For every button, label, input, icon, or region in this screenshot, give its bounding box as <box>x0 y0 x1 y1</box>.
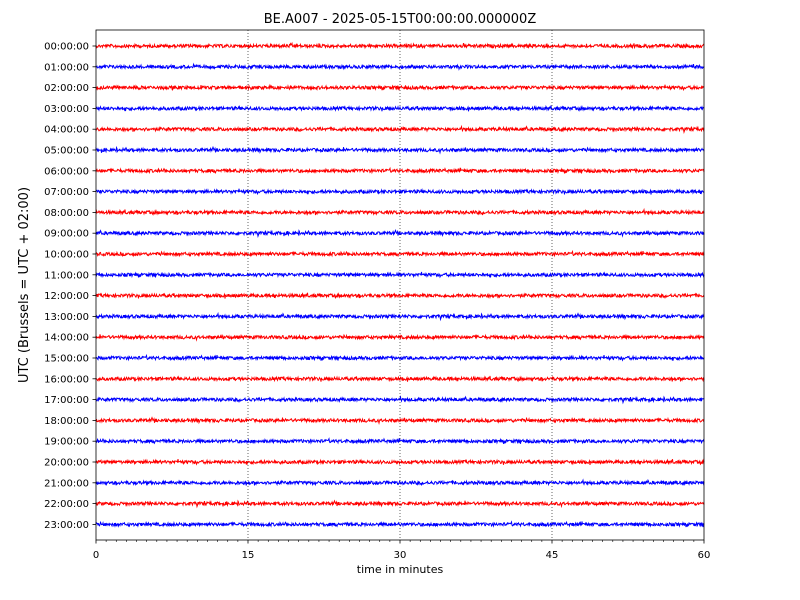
x-axis-label: time in minutes <box>357 563 444 576</box>
y-tick-label: 02:00:00 <box>44 83 89 94</box>
trace-16-00-00 <box>95 375 705 383</box>
trace-06-00-00 <box>95 166 705 175</box>
trace-07-00-00 <box>95 188 705 196</box>
trace-21-00-00 <box>95 478 705 487</box>
x-tick-label: 15 <box>242 550 255 561</box>
traces-group <box>95 41 705 528</box>
y-tick-label: 23:00:00 <box>44 520 89 531</box>
y-tick-label: 10:00:00 <box>44 250 89 261</box>
trace-10-00-00 <box>95 249 705 258</box>
y-tick-label: 01:00:00 <box>44 62 89 73</box>
x-axis-ticks: 0 15 30 45 60 <box>93 540 711 561</box>
x-tick-label: 60 <box>698 550 711 561</box>
y-tick-label: 08:00:00 <box>44 208 89 219</box>
trace-14-00-00 <box>95 333 705 342</box>
y-tick-label: 12:00:00 <box>44 291 89 302</box>
gridlines-group <box>247 30 553 540</box>
trace-17-00-00 <box>95 395 705 405</box>
y-tick-label: 20:00:00 <box>44 458 89 469</box>
y-tick-label: 19:00:00 <box>44 437 89 448</box>
trace-09-00-00 <box>95 229 705 239</box>
y-tick-label: 13:00:00 <box>44 312 89 323</box>
y-tick-label: 22:00:00 <box>44 499 89 510</box>
y-tick-label: 18:00:00 <box>44 416 89 427</box>
y-axis-label: UTC (Brussels = UTC + 02:00) <box>17 187 32 383</box>
y-axis-ticks: 00:00:00 01:00:00 02:00:00 03:00:00 04:00:00… <box>44 42 96 531</box>
trace-15-00-00 <box>95 353 705 362</box>
trace-23-00-00 <box>95 520 705 528</box>
y-tick-label: 05:00:00 <box>44 146 89 157</box>
trace-13-00-00 <box>95 311 705 322</box>
trace-12-00-00 <box>95 292 705 300</box>
trace-19-00-00 <box>95 437 705 445</box>
chart-title: BE.A007 - 2025-05-15T00:00:00.000000Z <box>264 12 537 27</box>
y-tick-label: 16:00:00 <box>44 374 89 385</box>
y-tick-label: 00:00:00 <box>44 42 89 53</box>
y-tick-label: 06:00:00 <box>44 166 89 177</box>
trace-11-00-00 <box>95 271 705 279</box>
y-tick-label: 14:00:00 <box>44 333 89 344</box>
y-tick-label: 04:00:00 <box>44 125 89 136</box>
y-tick-label: 21:00:00 <box>44 478 89 489</box>
y-tick-label: 17:00:00 <box>44 395 89 406</box>
y-tick-label: 09:00:00 <box>44 229 89 240</box>
trace-01-00-00 <box>95 62 705 71</box>
x-tick-label: 30 <box>394 550 407 561</box>
trace-04-00-00 <box>95 124 705 135</box>
x-tick-label: 0 <box>93 550 99 561</box>
y-tick-label: 11:00:00 <box>44 270 89 281</box>
y-tick-label: 03:00:00 <box>44 104 89 115</box>
x-tick-label: 45 <box>546 550 559 561</box>
y-tick-label: 15:00:00 <box>44 354 89 365</box>
y-tick-label: 07:00:00 <box>44 187 89 198</box>
